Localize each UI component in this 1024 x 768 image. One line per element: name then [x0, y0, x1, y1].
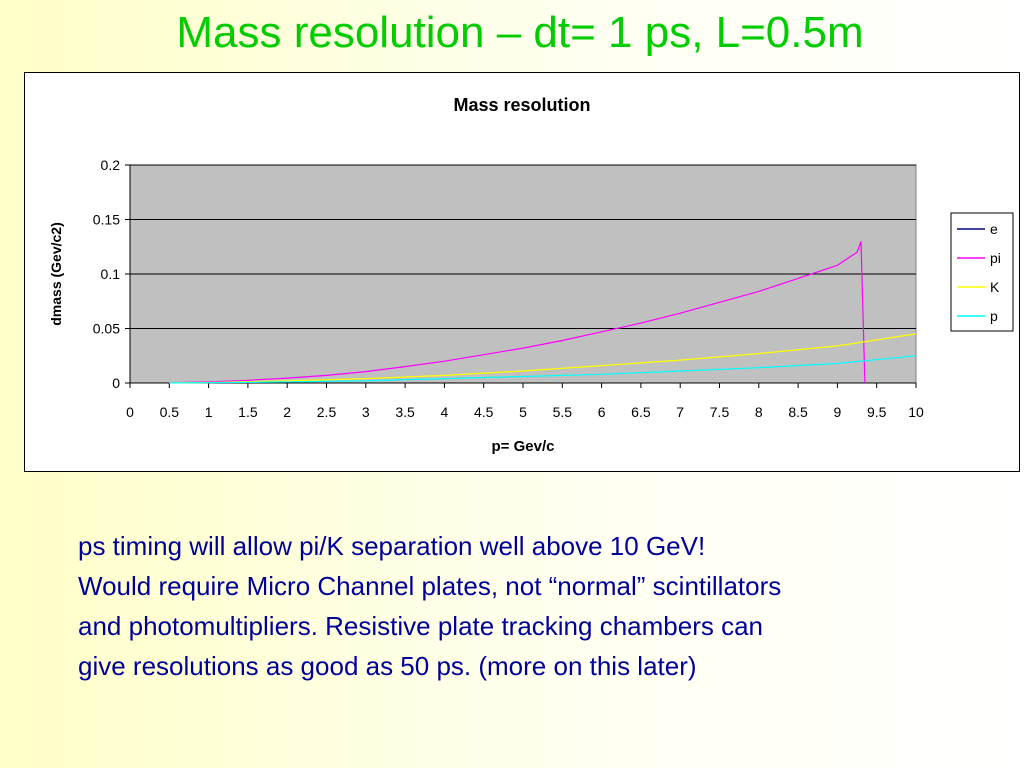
legend-label-e: e	[990, 221, 998, 237]
slide-title: Mass resolution – dt= 1 ps, L=0.5m	[176, 8, 864, 57]
x-axis-label: p= Gev/c	[492, 438, 555, 455]
body-text: ps timing will allow pi/K separation wel…	[78, 526, 1018, 686]
x-tick-label: 1	[205, 404, 213, 420]
x-tick-label: 0	[126, 404, 134, 420]
legend-label-p: p	[990, 308, 998, 324]
x-tick-label: 1.5	[238, 404, 258, 420]
x-tick-label: 7.5	[710, 404, 730, 420]
body-line: and photomultipliers. Resistive plate tr…	[78, 611, 764, 641]
plot-layer: 0 0.05 0.1 0.15 0.2 0 0.5 1 1.5 2 2.5 3 3.5 4 4.5 5 5.5 6…	[93, 157, 924, 420]
x-tick-label: 3	[362, 404, 370, 420]
x-tick-label: 6.5	[631, 404, 651, 420]
y-tick-label: 0.15	[93, 212, 120, 228]
x-tick-label: 0.5	[160, 404, 180, 420]
body-line: give resolutions as good as 50 ps. (more…	[78, 651, 697, 681]
y-axis-label: dmass (Gev/c2)	[48, 222, 64, 326]
legend-label-K: K	[990, 279, 1000, 295]
mass-resolution-chart: Mass resolution 0 0.05 0.1 0.15 0.2 0 0.5 1 1.5 2…	[48, 95, 1014, 455]
chart-container: Mass resolution 0 0.05 0.1 0.15 0.2 0 0.5 1 1.5 2…	[24, 72, 1020, 472]
y-tick-label: 0.2	[101, 157, 121, 173]
x-tick-label: 7	[676, 404, 684, 420]
series-line-K	[169, 333, 917, 384]
legend-label-pi: pi	[990, 250, 1001, 266]
series-line-pi	[169, 241, 866, 384]
x-tick-label: 5	[519, 404, 527, 420]
x-tick-label: 9	[834, 404, 842, 420]
y-tick-label: 0.05	[93, 321, 120, 337]
x-tick-label: 10	[908, 404, 924, 420]
x-tick-label: 3.5	[395, 404, 415, 420]
x-tick-label: 9.5	[867, 404, 887, 420]
legend-box	[950, 212, 1014, 332]
x-tick-label: 4.5	[474, 404, 494, 420]
x-tick-label: 8.5	[788, 404, 808, 420]
y-tick-label: 0	[112, 375, 120, 391]
legend: e pi Kp	[950, 212, 1014, 332]
y-tick-label: 0.1	[101, 266, 121, 282]
chart-title: Mass resolution	[453, 95, 590, 115]
x-tick-label: 4	[441, 404, 449, 420]
x-tick-label: 5.5	[553, 404, 573, 420]
series-line-p	[169, 355, 917, 384]
x-tick-label: 8	[755, 404, 763, 420]
x-tick-label: 2	[283, 404, 291, 420]
x-tick-label: 6	[598, 404, 606, 420]
x-tick-label: 2.5	[317, 404, 337, 420]
body-line: Would require Micro Channel plates, not …	[78, 571, 782, 601]
body-line: ps timing will allow pi/K separation wel…	[78, 531, 706, 561]
